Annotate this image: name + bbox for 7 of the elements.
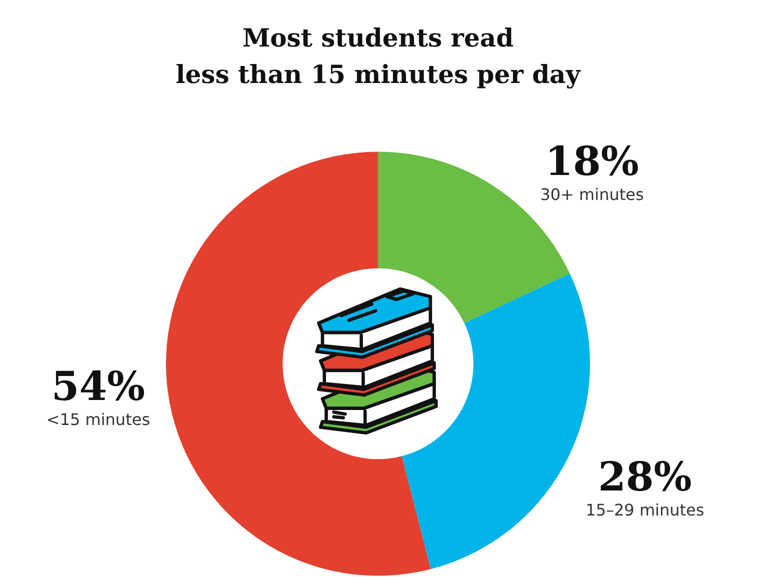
- slice-label: <15 minutes: [46, 410, 150, 430]
- data-label: 18%: [545, 138, 639, 186]
- chart-title: Most students read less than 15 minutes per day: [176, 24, 582, 89]
- data-label: 54%: [51, 363, 146, 410]
- slice-label: 15–29 minutes: [586, 500, 704, 520]
- data-label: 28%: [598, 453, 692, 500]
- slice-label: 30+ minutes: [540, 185, 644, 204]
